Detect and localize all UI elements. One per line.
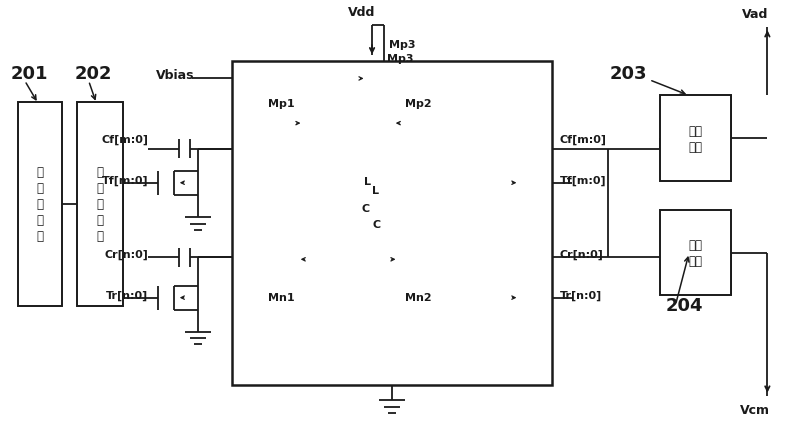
Text: Vbias: Vbias [157,69,195,82]
Text: 温
度
传
感
器: 温 度 传 感 器 [37,166,44,243]
Text: Vad: Vad [742,8,769,21]
Text: 201: 201 [11,65,49,83]
Bar [659,211,731,296]
Text: C: C [362,204,370,214]
Text: 204: 204 [665,296,702,314]
Text: Mp2: Mp2 [405,99,431,109]
Text: Vcm: Vcm [740,403,770,415]
Text: Cr[n:0]: Cr[n:0] [560,250,603,260]
Text: Mp3: Mp3 [389,40,415,50]
Text: Vdd: Vdd [348,6,375,19]
Text: 203: 203 [610,65,646,83]
Text: Cf[m:0]: Cf[m:0] [102,135,149,145]
Text: Tf[m:0]: Tf[m:0] [102,175,149,185]
Text: Mp3: Mp3 [387,54,414,64]
Bar [659,96,731,181]
Text: Mn1: Mn1 [268,292,295,302]
Text: Tr[n:0]: Tr[n:0] [560,290,602,300]
Text: 模
数
转
换
器: 模 数 转 换 器 [96,166,103,243]
Text: L: L [372,186,379,196]
Text: Cf[m:0]: Cf[m:0] [560,135,606,145]
Text: C: C [372,220,380,230]
Text: L: L [364,176,371,186]
Text: Mp1: Mp1 [268,99,295,109]
Text: Mn2: Mn2 [405,292,431,302]
Bar [232,62,552,385]
Text: 共模
反馈: 共模 反馈 [689,239,702,268]
Text: Cr[n:0]: Cr[n:0] [105,250,149,260]
Text: 幅度
检测: 幅度 检测 [689,124,702,153]
Bar [77,103,123,306]
Bar [18,103,62,306]
Text: Tf[m:0]: Tf[m:0] [560,175,606,185]
Text: 202: 202 [75,65,113,83]
Text: Tr[n:0]: Tr[n:0] [106,290,149,300]
